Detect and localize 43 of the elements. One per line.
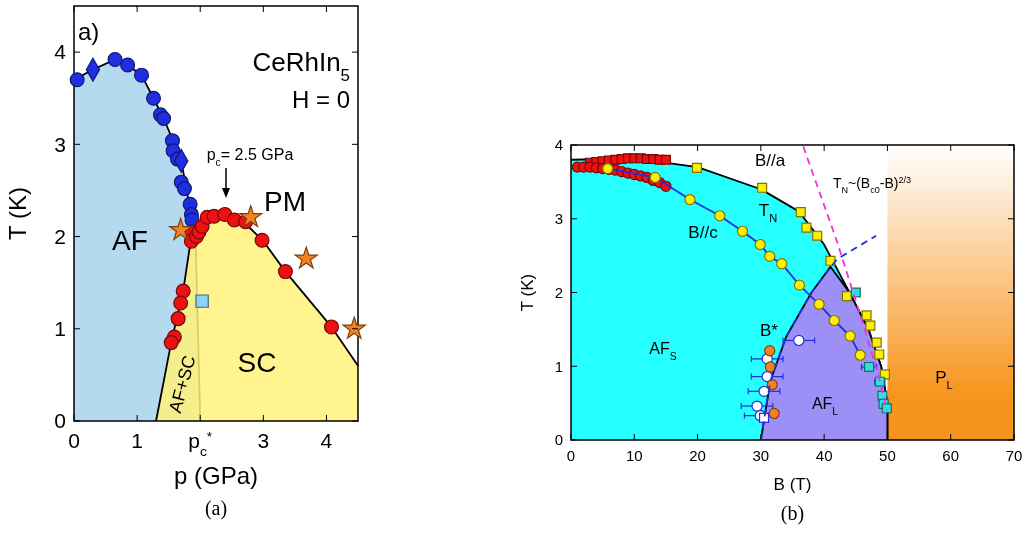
x-tick-label: 10: [625, 447, 643, 464]
x-axis-title: p (GPa): [173, 462, 259, 489]
y-tick-label: 1: [54, 317, 66, 341]
x-tick-label: 4: [320, 429, 333, 452]
annotation: PM: [264, 185, 306, 217]
annotation: p$_{c}$= 2.5 GPa: [206, 145, 294, 168]
x-tick-label: 30: [752, 447, 770, 464]
y-tick-label: 4: [554, 136, 563, 154]
y-tick-label: 3: [554, 210, 563, 227]
y-axis-title: T (K): [518, 273, 537, 312]
annotation: AF+SC: [165, 353, 200, 415]
text: (b): [780, 502, 805, 525]
annotation: B//c: [688, 222, 719, 242]
x-tick-label: 60: [942, 447, 960, 464]
x-tick-label: 0: [68, 429, 80, 452]
y-tick-label: 3: [54, 132, 66, 156]
annotation: CeRhIn$_{5}$: [252, 47, 350, 85]
annotation: T$_{N}$: [758, 200, 778, 224]
annotation: H = 0: [291, 86, 350, 114]
text: (a): [204, 497, 228, 520]
annotation: B//a: [754, 150, 786, 170]
x-tick-label: 50: [879, 447, 896, 464]
x-tick-label: 1: [131, 429, 143, 452]
annotation: AF$_{S}$: [649, 339, 677, 362]
x-tick-label: 20: [689, 447, 706, 464]
y-tick-label: 2: [54, 224, 66, 248]
annotation: AF: [112, 224, 148, 256]
y-axis-title: T (K): [4, 187, 32, 240]
x-tick-label: 3: [257, 429, 270, 452]
x-axis-title: B (T): [773, 475, 812, 494]
y-tick-label: 0: [54, 409, 66, 433]
annotation: B*: [760, 320, 779, 340]
y-tick-label: 4: [54, 40, 67, 64]
x-tick-label: 0: [566, 447, 576, 464]
y-tick-label: 1: [554, 357, 563, 375]
annotation: P$_{L}$: [935, 367, 953, 391]
y-tick-label: 2: [554, 283, 563, 301]
x-tick-label: 40: [815, 447, 833, 464]
x-tick-label: 70: [1005, 447, 1023, 464]
annotation: SC: [237, 346, 277, 378]
annotation: AF$_{L}$: [811, 394, 839, 417]
annotation: T$_{N}$~(B$_{c0}$-B)$^{2/3}$: [832, 174, 912, 195]
annotation: a): [78, 18, 100, 46]
